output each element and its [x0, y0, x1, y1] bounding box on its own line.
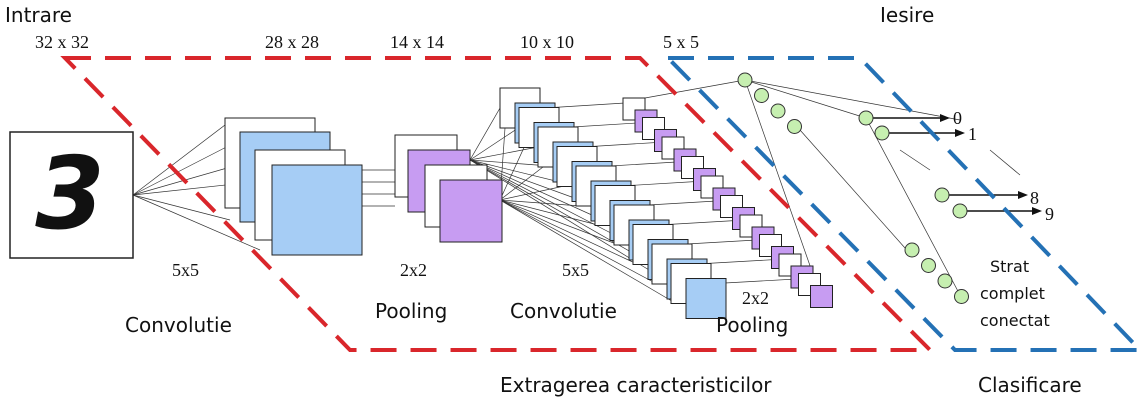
input-size: 32 x 32 — [35, 32, 89, 52]
neuron — [953, 204, 967, 218]
feature-map — [811, 286, 833, 308]
neuron — [755, 89, 769, 103]
kernel-size: 2x2 — [400, 260, 427, 280]
feature-map — [440, 180, 502, 242]
region-label: Clasificare — [978, 373, 1082, 397]
neuron — [738, 73, 752, 87]
operation-label: Pooling — [716, 313, 788, 337]
layer-size: 5 x 5 — [663, 32, 699, 52]
neuron — [859, 111, 873, 125]
input-digit: 3 — [35, 135, 105, 252]
connection — [990, 150, 1020, 175]
fc-label: Strat — [990, 257, 1029, 276]
class-label: 9 — [1045, 204, 1054, 224]
neuron — [922, 259, 936, 273]
input-label: Intrare — [5, 3, 72, 27]
connection — [900, 150, 930, 170]
connection — [500, 148, 524, 201]
arrow-head — [1032, 207, 1042, 215]
feature-map — [272, 165, 362, 255]
neuron — [771, 104, 785, 118]
neuron — [905, 243, 919, 257]
connection — [645, 80, 745, 98]
neuron — [955, 290, 969, 304]
layer-size: 14 x 14 — [390, 32, 444, 52]
neuron — [788, 120, 802, 134]
kernel-size: 5x5 — [562, 260, 589, 280]
cnn-diagram: 3 Intrare 32 x 32 28 x 28 14 x 14 10 x 1… — [0, 0, 1142, 405]
layer-size: 10 x 10 — [520, 32, 574, 52]
operation-label: Pooling — [375, 299, 447, 323]
arrow-head — [940, 114, 950, 122]
region-label: Extragerea caracteristicilor — [500, 373, 772, 397]
connection — [470, 108, 500, 160]
neuron — [938, 274, 952, 288]
connection — [133, 140, 240, 195]
fc-label: complet — [980, 284, 1045, 303]
operation-label: Convolutie — [125, 313, 232, 337]
neuron — [875, 126, 889, 140]
kernel-size: 2x2 — [742, 288, 769, 308]
class-label: 8 — [1030, 188, 1039, 208]
output-label: Iesire — [880, 3, 934, 27]
kernel-size: 5x5 — [172, 260, 199, 280]
connection — [133, 125, 225, 195]
class-label: 1 — [968, 124, 977, 144]
layer-size: 28 x 28 — [265, 32, 319, 52]
feature-maps — [225, 73, 1042, 319]
arrow-head — [955, 129, 965, 137]
arrow-head — [1018, 191, 1028, 199]
class-label: 0 — [953, 108, 962, 128]
neuron — [935, 188, 949, 202]
operation-label: Convolutie — [510, 299, 617, 323]
fc-label: conectat — [980, 311, 1050, 330]
connection — [800, 130, 905, 248]
connection — [866, 118, 960, 295]
